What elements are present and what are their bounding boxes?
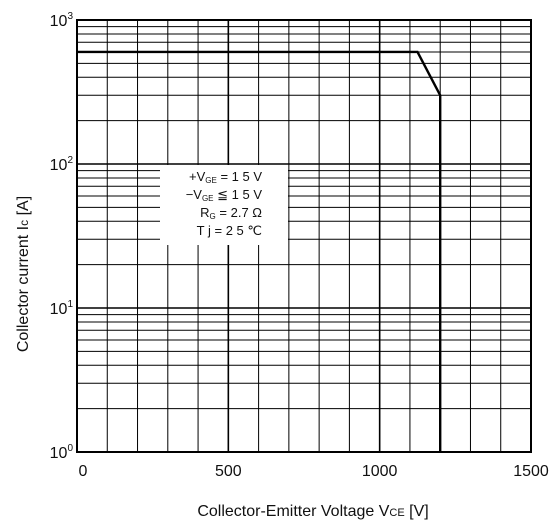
grid <box>77 20 531 452</box>
y-tick-label: 102 <box>50 155 74 174</box>
x-tick-labels: 0 500 1000 1500 <box>79 463 549 480</box>
y-tick-label: 101 <box>50 299 74 318</box>
y-axis-label: Collector current Ic [A] <box>15 196 32 352</box>
y-tick-labels: 100 101 102 103 <box>50 11 74 462</box>
plot-frame <box>76 19 532 453</box>
x-tick-label: 1500 <box>513 463 549 480</box>
annotation-box <box>160 165 288 245</box>
annotation-line: −VGE ≦ 1 5 V <box>186 187 263 203</box>
annotation-line: +VGE = 1 5 V <box>189 169 262 185</box>
x-tick-label: 1000 <box>362 463 398 480</box>
soa-boundary-line <box>77 50 442 452</box>
annotation-lines: +VGE = 1 5 V −VGE ≦ 1 5 V RG = 2.7 Ω T j = … <box>186 169 263 238</box>
x-tick-label: 500 <box>215 463 242 480</box>
annotation-line: T j = 2 5 ℃ <box>197 223 262 238</box>
x-axis-label: Collector-Emitter Voltage VCE [V] <box>197 503 428 520</box>
y-tick-label: 103 <box>50 11 74 30</box>
y-tick-label: 100 <box>50 443 74 462</box>
x-tick-label: 0 <box>79 463 88 480</box>
annotation-line: RG = 2.7 Ω <box>200 205 262 221</box>
